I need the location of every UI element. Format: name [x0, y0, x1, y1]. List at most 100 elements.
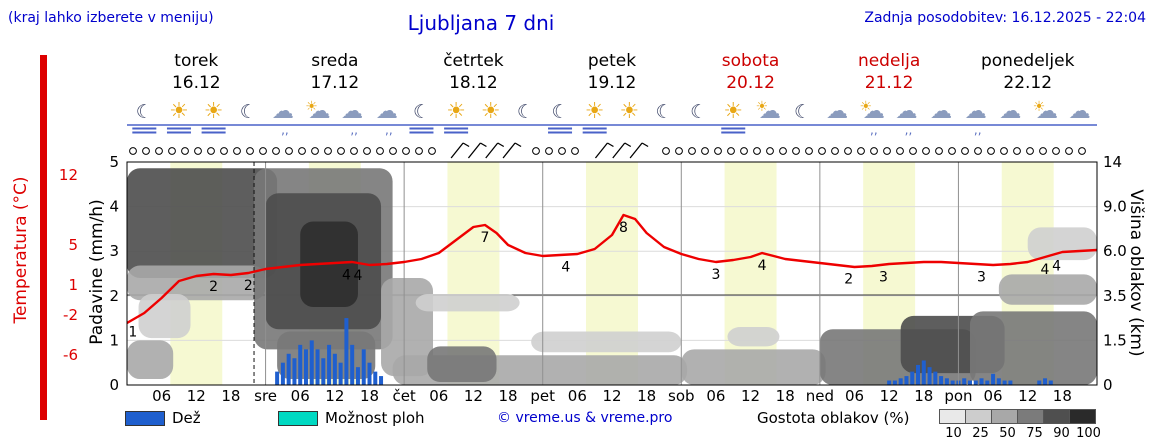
- wind-calm-icon: [298, 147, 306, 155]
- temperature-value-label: 4: [1052, 259, 1061, 275]
- temperature-tick: -6: [63, 346, 78, 364]
- cloud-region: [531, 331, 682, 353]
- rain-bar: [1048, 380, 1053, 385]
- cloud-region: [998, 274, 1097, 305]
- rain-bar: [373, 371, 378, 385]
- wind-calm-icon: [259, 147, 267, 155]
- wind-calm-icon: [129, 147, 137, 155]
- wind-calm-icon: [1039, 147, 1047, 155]
- cloud-region: [1027, 227, 1097, 261]
- rain-bar: [379, 376, 384, 385]
- wind-calm-icon: [285, 147, 293, 155]
- weather-icon-sun: ☀: [169, 99, 189, 124]
- temperature-value-label: 4: [354, 268, 363, 284]
- cloud-scale-label: 25: [972, 426, 989, 441]
- rain-bar: [280, 362, 285, 385]
- wind-calm-icon: [792, 147, 800, 155]
- weather-icon-suncloud: ☀: [756, 99, 769, 115]
- temperature-axis-bar: [40, 55, 47, 420]
- temperature-value-label: 2: [244, 278, 253, 294]
- wind-calm-icon: [961, 147, 969, 155]
- weather-icon-moon: ☾: [690, 101, 707, 123]
- x-tick-label: 06: [706, 387, 725, 405]
- cloud-region: [681, 349, 826, 385]
- wind-calm-icon: [909, 147, 917, 155]
- cloud-region: [277, 331, 376, 380]
- weather-icon-cloud: ☁: [1069, 99, 1091, 124]
- cloud-region: [127, 168, 278, 278]
- wind-calm-icon: [974, 147, 982, 155]
- weather-icon-sun: ☀: [723, 99, 743, 124]
- weather-icon-cloud: ☁: [341, 99, 363, 124]
- day-name: sreda: [311, 51, 358, 71]
- day-date: 22.12: [1003, 73, 1052, 93]
- weather-icon-sun: ☀: [619, 99, 639, 124]
- wind-calm-icon: [1000, 147, 1008, 155]
- rain-bar: [367, 362, 372, 385]
- drizzle-icon: ,,: [974, 123, 982, 137]
- wind-calm-icon: [987, 147, 995, 155]
- cloud-scale-label: 10: [945, 426, 962, 441]
- day-date: 16.12: [172, 73, 221, 93]
- cloud-density-scale-labels: 10 25 50 75 90 100: [940, 426, 1102, 441]
- x-tick-label: 18: [499, 387, 518, 405]
- weather-icon-cloud: ☁: [999, 99, 1021, 124]
- rain-bar: [927, 367, 932, 385]
- day-date: 21.12: [865, 73, 914, 93]
- cloudheight-tick: 6.0: [1103, 242, 1127, 260]
- wind-calm-icon: [415, 147, 423, 155]
- cloud-region: [969, 311, 1097, 385]
- weather-icon-suncloud: ☁: [1036, 99, 1058, 124]
- precip-tick: 3: [109, 242, 119, 260]
- wind-calm-icon: [142, 147, 150, 155]
- rain-bar: [921, 360, 926, 385]
- wind-calm-icon: [1052, 147, 1060, 155]
- day-date: 18.12: [449, 73, 498, 93]
- x-tick-label: 06: [568, 387, 587, 405]
- rain-bar: [321, 358, 326, 385]
- cloudheight-tick: 3.5: [1103, 287, 1127, 305]
- wind-calm-icon: [545, 147, 553, 155]
- wind-calm-icon: [376, 147, 384, 155]
- day-name: četrtek: [443, 51, 504, 71]
- rain-bar: [338, 362, 343, 385]
- cloud-scale-cell: [939, 409, 966, 424]
- day-name: torek: [174, 51, 218, 71]
- wind-calm-icon: [571, 147, 579, 155]
- x-tick-label: 06: [984, 387, 1003, 405]
- rain-bar: [275, 371, 280, 385]
- weather-icon-sun: ☀: [446, 99, 466, 124]
- wind-calm-icon: [675, 147, 683, 155]
- wind-barb-icon: [502, 142, 516, 159]
- wind-calm-icon: [766, 147, 774, 155]
- rain-bar: [1043, 378, 1048, 385]
- wind-calm-icon: [168, 147, 176, 155]
- wind-calm-icon: [350, 147, 358, 155]
- daylight-band: [724, 162, 777, 385]
- wind-calm-icon: [818, 147, 826, 155]
- wind-barb-icon: [624, 142, 632, 148]
- x-tick-label: 18: [221, 387, 240, 405]
- wind-calm-icon: [311, 147, 319, 155]
- wind-calm-icon: [779, 147, 787, 155]
- cloud-density-legend-label: Gostota oblakov (%): [757, 409, 910, 427]
- wind-barb-icon: [641, 142, 649, 148]
- x-tick-label: 12: [187, 387, 206, 405]
- wind-barb-icon: [607, 142, 614, 148]
- drizzle-icon: ,,: [905, 123, 913, 137]
- wind-calm-icon: [1013, 147, 1021, 155]
- weather-icon-moon: ☾: [517, 101, 534, 123]
- x-tick-label: 06: [429, 387, 448, 405]
- x-tick-label: čet: [392, 387, 415, 405]
- rain-bar: [355, 367, 360, 385]
- cloud-scale-label: 75: [1026, 426, 1043, 441]
- weather-icon-cloud: ☁: [272, 99, 294, 124]
- cloud-region: [727, 327, 780, 347]
- credit-link[interactable]: © vreme.us & vreme.pro: [497, 410, 673, 426]
- wind-calm-icon: [207, 147, 215, 155]
- wind-barb-icon: [497, 142, 505, 148]
- rain-bar: [996, 378, 1001, 385]
- location-hint: (kraj lahko izberete v meniju): [8, 10, 214, 26]
- day-date: 19.12: [588, 73, 637, 93]
- wind-calm-icon: [194, 147, 202, 155]
